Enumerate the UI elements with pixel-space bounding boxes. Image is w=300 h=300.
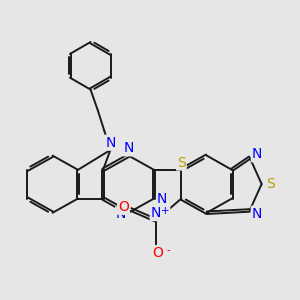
Text: N: N xyxy=(116,207,127,221)
Text: N: N xyxy=(252,147,262,161)
Text: O: O xyxy=(118,200,129,214)
Text: O: O xyxy=(152,246,163,260)
Text: N: N xyxy=(105,136,116,150)
Text: S: S xyxy=(266,177,275,191)
Text: -: - xyxy=(167,245,170,255)
Text: N: N xyxy=(157,191,167,206)
Text: N: N xyxy=(151,206,161,220)
Text: S: S xyxy=(177,155,186,170)
Text: +: + xyxy=(161,206,170,216)
Text: N: N xyxy=(123,141,134,155)
Text: N: N xyxy=(252,207,262,221)
